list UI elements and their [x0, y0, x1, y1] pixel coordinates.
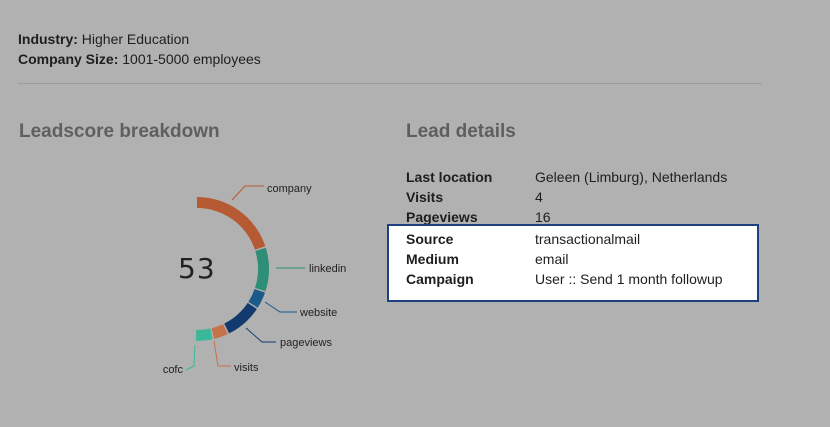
- divider: [18, 83, 762, 84]
- detail-value: User :: Send 1 month followup: [535, 271, 723, 287]
- donut-segment-linkedin: [255, 247, 269, 292]
- detail-value: 16: [535, 209, 551, 225]
- detail-value: email: [535, 251, 569, 267]
- industry-label: Industry:: [18, 31, 78, 47]
- detail-value: transactionalmail: [535, 231, 641, 247]
- company-size-label: Company Size:: [18, 51, 119, 67]
- detail-label: Last location: [406, 169, 493, 185]
- company-info: Industry: Higher Education Company Size:…: [18, 29, 261, 69]
- donut-label-visits: visits: [234, 362, 259, 374]
- donut-label-pageviews: pageviews: [280, 337, 332, 349]
- detail-row-source: Source transactionalmail: [406, 229, 723, 249]
- detail-row-campaign: Campaign User :: Send 1 month followup: [406, 269, 723, 289]
- donut-label-website: website: [299, 307, 337, 319]
- donut-segment-website: [248, 289, 265, 308]
- leadscore-title: Leadscore breakdown: [19, 121, 220, 142]
- donut-leader-line-company: [231, 185, 264, 201]
- donut-segment-company: [197, 197, 266, 250]
- donut-segment-cofc: [195, 328, 213, 341]
- donut-leader-line-website: [264, 301, 297, 313]
- industry-row: Industry: Higher Education: [18, 29, 261, 49]
- detail-label: Source: [406, 231, 454, 247]
- detail-label: Visits: [406, 189, 444, 205]
- donut-leader-line-visits: [213, 340, 231, 367]
- detail-row-visits: Visits 4: [406, 187, 727, 207]
- detail-value: 4: [535, 189, 543, 205]
- company-size-row: Company Size: 1001-5000 employees: [18, 49, 261, 69]
- donut-label-company: company: [267, 183, 312, 195]
- donut-leader-line-cofc: [185, 344, 196, 371]
- industry-value: Higher Education: [81, 31, 190, 47]
- detail-row-pageviews: Pageviews 16: [406, 207, 727, 227]
- detail-label: Pageviews: [406, 209, 478, 225]
- donut-label-linkedin: linkedin: [309, 263, 346, 275]
- source-highlight-box: Source transactionalmail Medium email Ca…: [387, 224, 759, 302]
- lead-details-table: Last location Geleen (Limburg), Netherla…: [406, 167, 727, 227]
- detail-label: Campaign: [406, 271, 474, 287]
- donut-segment-visits: [211, 324, 228, 339]
- detail-row-medium: Medium email: [406, 249, 723, 269]
- lead-details-title: Lead details: [406, 121, 516, 142]
- donut-label-cofc: cofc: [163, 364, 184, 376]
- detail-value: Geleen (Limburg), Netherlands: [535, 169, 728, 185]
- company-size-value: 1001-5000 employees: [122, 51, 261, 67]
- donut-segment-pageviews: [224, 302, 257, 334]
- detail-row-last-location: Last location Geleen (Limburg), Netherla…: [406, 167, 727, 187]
- leadscore-value: 53: [178, 252, 216, 285]
- donut-leader-line-pageviews: [245, 327, 276, 343]
- detail-label: Medium: [406, 251, 459, 267]
